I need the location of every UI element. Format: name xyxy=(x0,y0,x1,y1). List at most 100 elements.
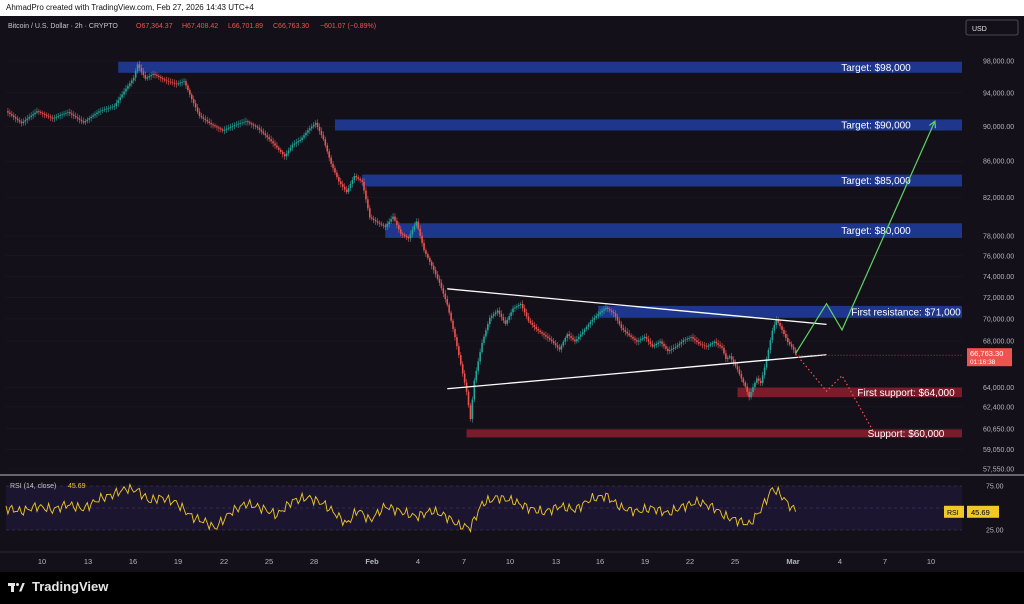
ohlc-low: L66,701.89 xyxy=(228,23,263,30)
candle-body xyxy=(576,339,578,342)
ohlc-close: C66,763.30 xyxy=(273,23,309,30)
candle-body xyxy=(130,80,133,84)
candle-body xyxy=(372,218,375,221)
candle-body xyxy=(363,181,365,191)
candle-body xyxy=(703,345,706,346)
ohlc-open: O67,364.37 xyxy=(136,23,173,30)
candle-body xyxy=(783,330,785,334)
candle-body xyxy=(612,311,615,314)
candle-body xyxy=(547,336,549,339)
price-tick: 94,000.00 xyxy=(983,90,1014,97)
candle-body xyxy=(790,344,793,347)
candle-body xyxy=(485,330,487,337)
candle-body xyxy=(434,270,437,275)
candle-body xyxy=(129,83,131,86)
candle-body xyxy=(684,339,687,341)
time-tick: 16 xyxy=(129,557,137,566)
candle-body xyxy=(388,221,390,225)
candle-body xyxy=(214,125,216,127)
candle-body xyxy=(156,74,158,76)
candle-body xyxy=(585,326,588,330)
candle-body xyxy=(723,347,725,354)
candle-body xyxy=(45,114,48,116)
candle-body xyxy=(74,115,77,118)
candle-body xyxy=(442,288,445,294)
candle-body xyxy=(140,67,143,72)
candle-body xyxy=(556,345,559,348)
candle-body xyxy=(657,342,659,344)
candle-body xyxy=(67,112,69,113)
time-tick: 19 xyxy=(174,557,182,566)
candle-body xyxy=(719,344,721,347)
candle-body xyxy=(339,181,342,185)
rsi-badge-label: RSI xyxy=(947,510,959,517)
candle-body xyxy=(759,380,762,384)
candle-body xyxy=(320,131,323,136)
price-tick: 78,000.00 xyxy=(983,233,1014,240)
candle-body xyxy=(256,126,259,128)
rsi-title-value: 45.69 xyxy=(68,483,86,490)
candle-body xyxy=(359,178,361,181)
header-text: AhmadPro created with TradingView.com, F… xyxy=(6,3,254,12)
candle-body xyxy=(369,208,371,218)
time-tick: 25 xyxy=(265,557,273,566)
candle-body xyxy=(229,127,232,128)
candle-body xyxy=(510,312,512,317)
candle-body xyxy=(227,127,230,129)
candle-body xyxy=(626,331,629,334)
time-tick: 13 xyxy=(84,557,92,566)
candle-body xyxy=(78,118,81,120)
candle-body xyxy=(792,346,795,350)
candle-body xyxy=(516,306,518,308)
candle-body xyxy=(370,217,373,219)
candle-body xyxy=(440,282,443,289)
candle-body xyxy=(607,307,609,310)
candle-body xyxy=(287,150,290,154)
ohlc-change: −601.07 (−0.89%) xyxy=(320,23,376,30)
candle-body xyxy=(107,107,110,109)
candle-body xyxy=(355,175,358,178)
candle-body xyxy=(394,216,396,221)
zone-label: First resistance: $71,000 xyxy=(851,307,961,318)
time-tick: 22 xyxy=(686,557,694,566)
candle-body xyxy=(187,85,189,91)
candle-body xyxy=(506,319,509,324)
last-price-box xyxy=(967,348,1012,367)
candle-body xyxy=(351,179,354,185)
time-tick: 10 xyxy=(927,557,935,566)
price-tick: 82,000.00 xyxy=(983,195,1014,202)
candle-body xyxy=(502,317,505,321)
candle-body xyxy=(70,113,73,115)
candle-body xyxy=(508,316,510,320)
candle-body xyxy=(382,224,385,226)
candle-body xyxy=(322,135,325,140)
last-price-countdown: 01:16:38 xyxy=(970,359,996,366)
candle-body xyxy=(100,110,102,112)
candle-body xyxy=(490,316,493,318)
candle-body xyxy=(249,122,251,124)
candle-body xyxy=(421,235,423,243)
candle-body xyxy=(454,328,456,338)
time-tick: Mar xyxy=(786,557,799,566)
candle-body xyxy=(138,64,141,68)
candle-body xyxy=(535,327,538,330)
candle-body xyxy=(653,345,656,347)
candle-body xyxy=(276,145,278,148)
candle-body xyxy=(477,361,479,371)
candle-body xyxy=(641,337,644,340)
candle-body xyxy=(550,339,553,342)
candle-body xyxy=(473,380,476,400)
zone-label: Target: $80,000 xyxy=(841,226,911,237)
price-chart[interactable]: Target: $98,000 Target: $90,000 Target: $8… xyxy=(0,16,1024,572)
candle-body xyxy=(663,343,665,347)
candle-body xyxy=(260,129,263,132)
price-axis: 98,000.00 94,000.00 90,000.00 86,000.00 82,0… xyxy=(795,59,1014,474)
zone-label: Target: $85,000 xyxy=(841,176,911,187)
candle-body xyxy=(69,112,71,114)
candle-body xyxy=(769,340,772,350)
candle-body xyxy=(643,336,646,338)
candle-body xyxy=(28,117,31,119)
currency-button[interactable]: USD xyxy=(965,19,1019,36)
candle-body xyxy=(11,114,13,116)
candle-body xyxy=(175,83,178,85)
